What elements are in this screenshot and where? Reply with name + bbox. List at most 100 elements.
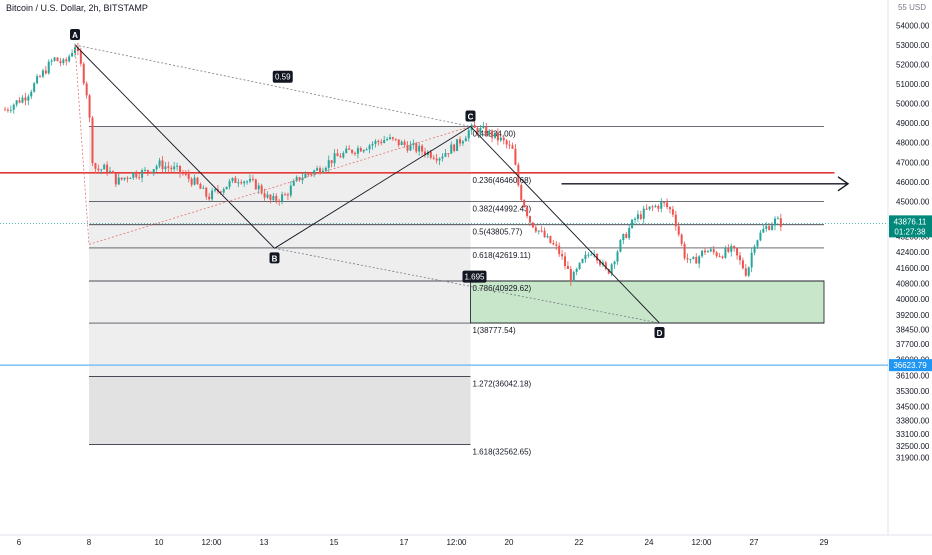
fib-level-label: 1.272(36042.18) [473,380,532,389]
candle-body [243,181,246,184]
candle-body [184,173,187,175]
candle-body [295,177,298,181]
y-tick-label: 45000.00 [896,197,930,206]
candle-body [660,202,663,209]
candle-body [479,127,482,134]
fib-level-label: 0.618(42619.11) [473,251,531,260]
candle-body [310,174,313,176]
candle-body [397,139,400,146]
fib-level-label: 0.786(40929.62) [473,284,532,293]
candle-body [6,109,9,111]
candle-body [677,226,680,235]
candle-body [4,109,6,111]
candle-body [257,185,260,190]
candle-body [27,96,30,101]
candle-body [15,100,18,105]
ratio-tag-cd: 1.695 [464,273,485,282]
candle-body [674,214,677,227]
candle-body [21,97,24,103]
candle-body [205,187,208,197]
x-tick-label: 27 [750,538,759,547]
candle-body [485,126,488,136]
candle-body [71,53,74,57]
candle-body [94,163,97,169]
candle-body [759,232,762,241]
candle-body [578,262,581,269]
candle-body [520,185,523,200]
fib-level-label: 0.382(44992.43) [473,205,532,214]
candle-body [284,194,286,196]
y-tick-label: 32500.00 [896,442,930,451]
candle-body [234,177,237,183]
fib-level-label: 0.236(46460.68) [473,176,532,185]
candle-body [120,177,123,180]
candle-body [616,251,619,262]
candle-body [526,207,529,217]
y-tick-label: 37700.00 [896,340,930,349]
candle-body [362,149,365,152]
x-tick-label: 12:00 [446,538,467,547]
candle-body [683,243,686,259]
candle-body [327,160,330,168]
candle-body [558,245,561,255]
candle-body [654,205,657,207]
candle-body [47,61,50,74]
fib-level-label: 1.618(32562.65) [473,448,532,457]
candle-body [750,252,753,268]
candle-body [319,168,321,173]
candle-body [444,153,447,157]
candle-body [569,269,572,282]
candle-body [97,168,100,171]
y-tick-label: 33100.00 [896,430,930,439]
candle-body [275,195,278,201]
candle-body [549,235,552,244]
candle-body [237,182,240,184]
candle-body [409,144,412,151]
candle-body [771,225,774,230]
countdown-timer: 01:27:38 [894,227,926,236]
candle-body [467,130,470,139]
candle-body [531,222,534,228]
candle-body [619,240,622,252]
candle-body [278,200,281,202]
y-tick-label: 39200.00 [896,311,930,320]
candle-body [572,271,575,282]
candle-body [456,139,459,151]
candle-body [106,164,109,173]
candle-body [76,47,79,52]
target-zone [470,280,825,324]
pattern-leg [74,44,275,249]
candle-body [85,83,88,96]
candle-body [762,228,765,233]
y-tick-label: 36100.00 [896,371,930,380]
candle-body [292,180,295,186]
candle-body [251,178,254,180]
candle-body [453,144,456,151]
candle-body [30,91,33,97]
candle-body [464,138,467,142]
pattern-point-label: C [468,112,474,121]
pattern-point-marker [654,327,665,339]
candle-body [170,167,173,170]
candle-body [424,151,426,155]
candle-body [733,245,736,249]
candle-body [756,240,759,247]
candle-body [596,254,599,261]
candle-body [219,191,222,193]
pattern-point-marker [70,29,80,40]
candle-body [368,145,371,150]
candle-body [141,170,144,178]
candle-body [695,257,698,264]
x-tick-label: 12:00 [201,538,222,547]
candle-body [56,57,59,62]
candle-body [272,195,275,200]
candle-body [208,196,211,200]
pattern-dotted-x-c [88,126,471,245]
candle-body [768,226,771,230]
y-tick-label: 40000.00 [896,295,930,304]
candle-body [225,186,228,190]
candle-body [359,148,362,152]
x-tick-label: 12:00 [691,538,712,547]
candle-body [298,177,301,181]
